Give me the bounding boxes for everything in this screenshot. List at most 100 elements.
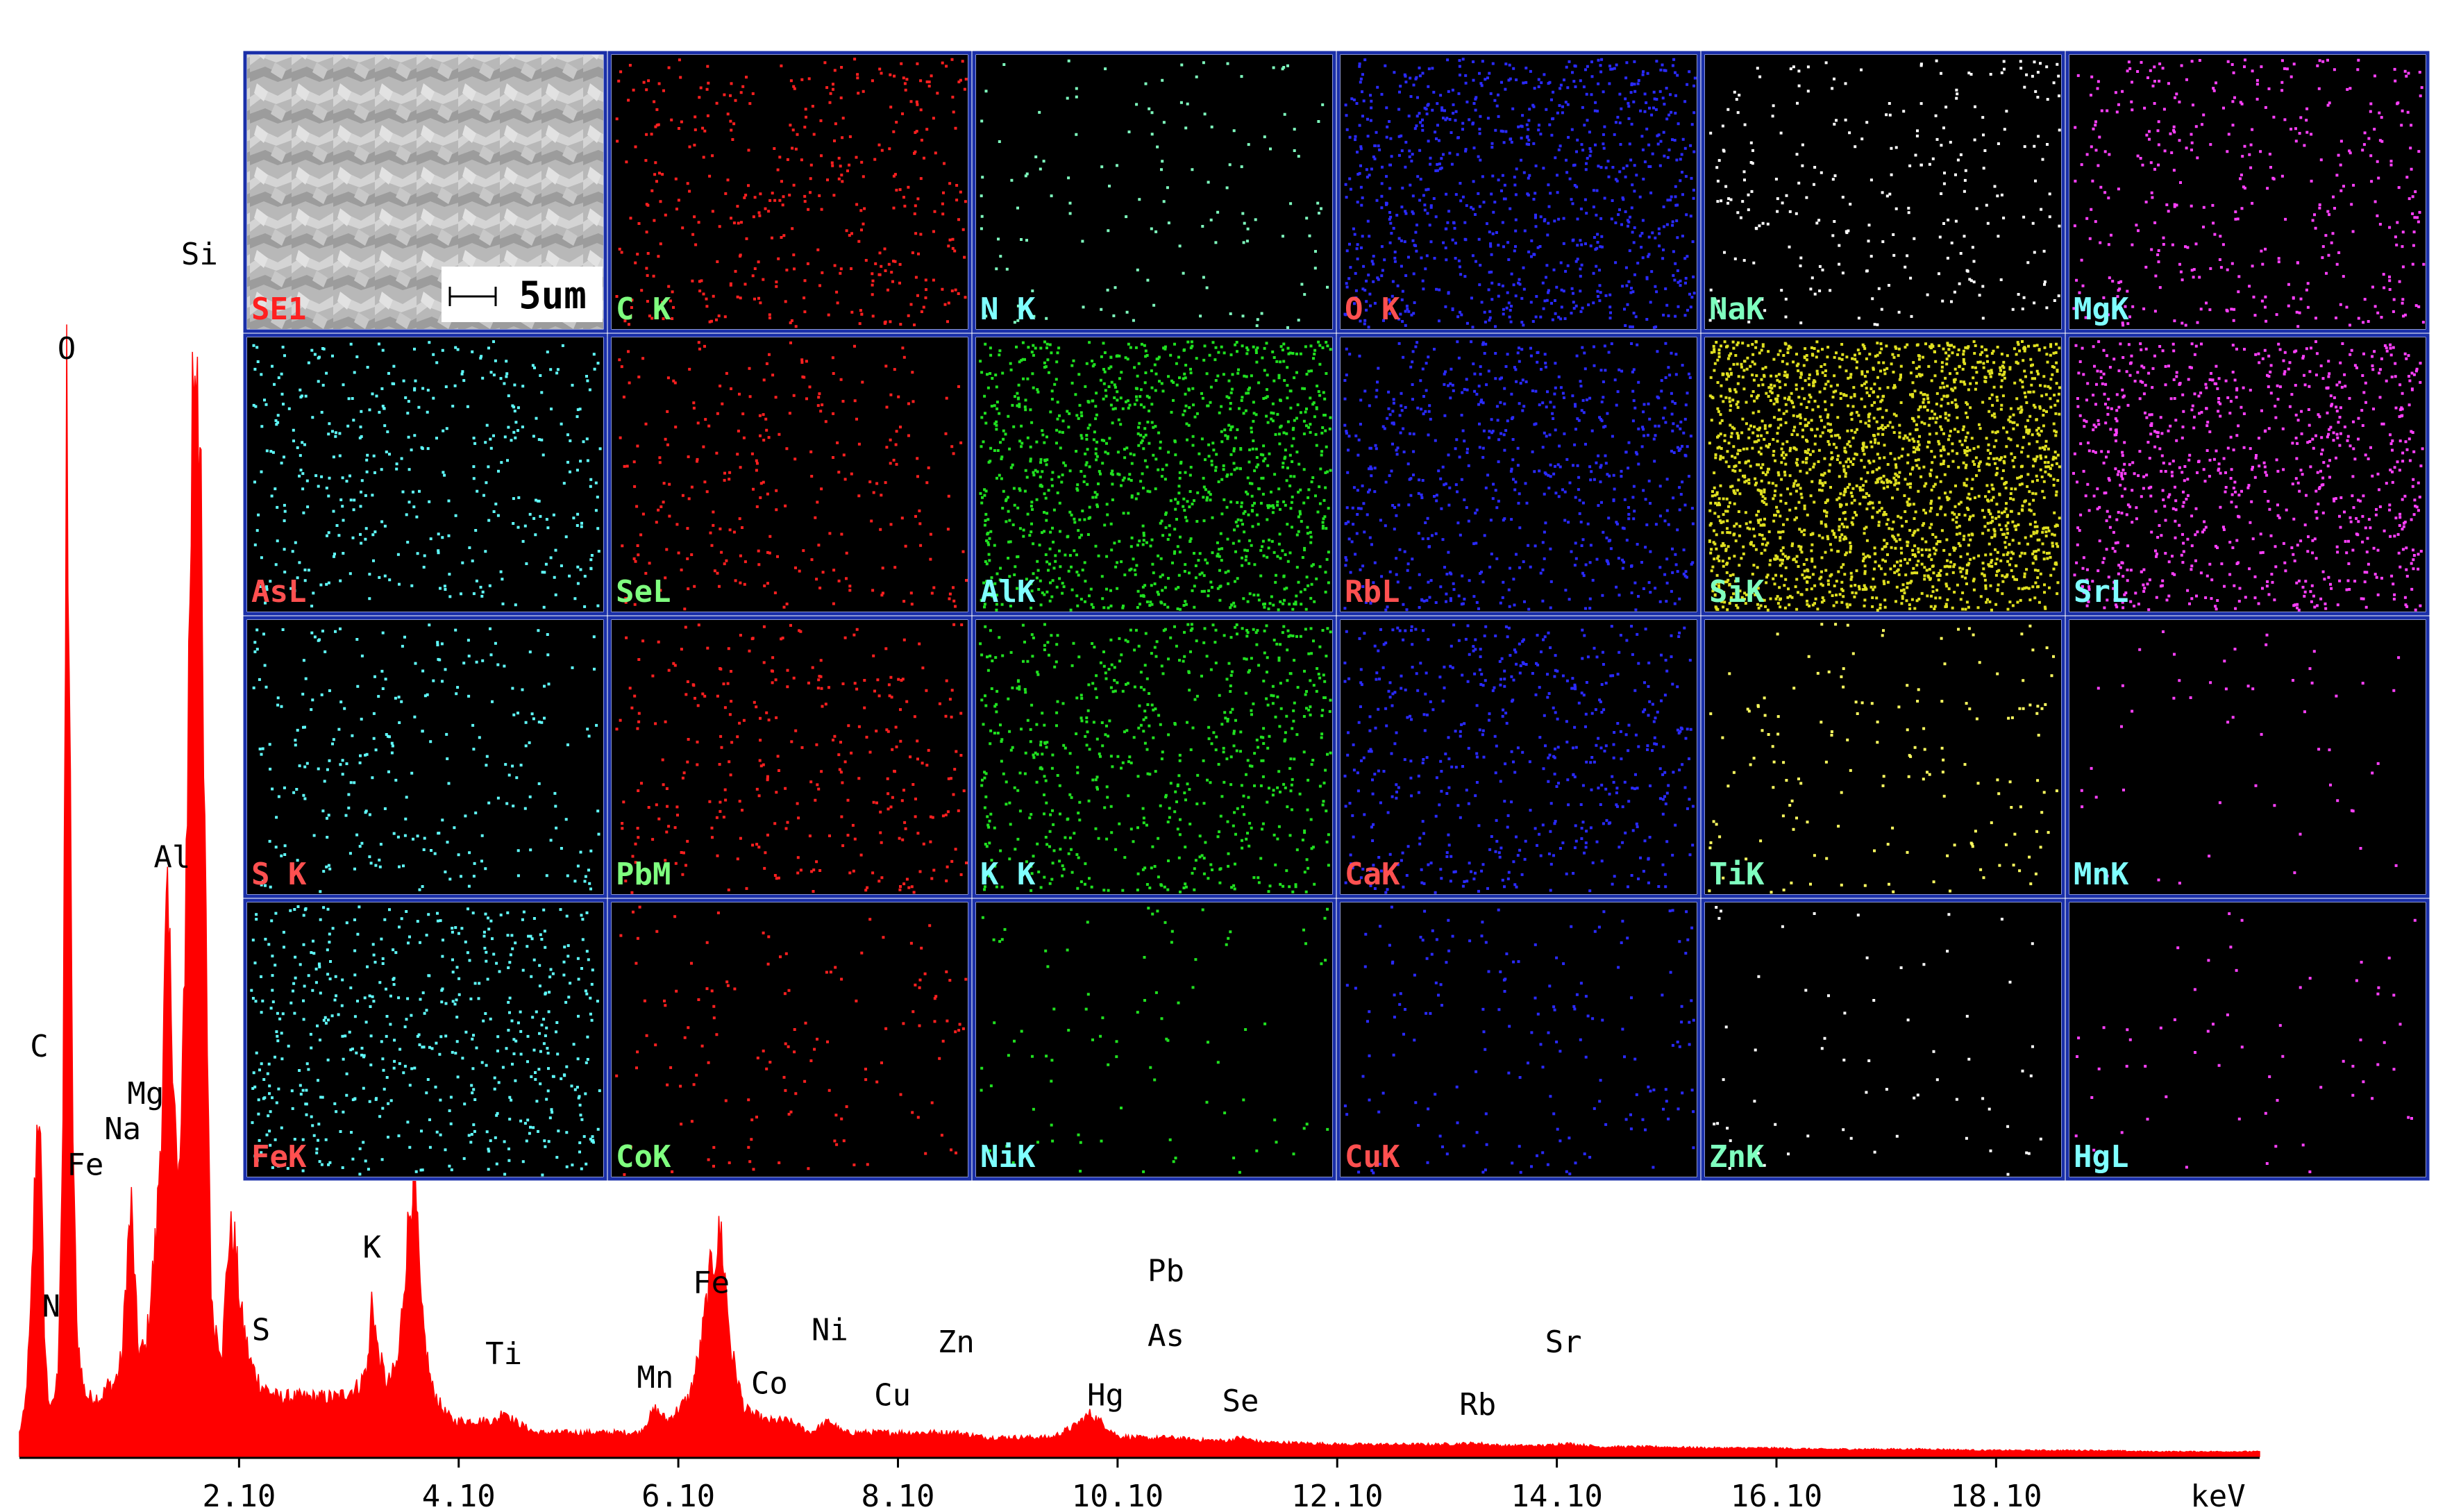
map-tile: K K [972, 616, 1336, 898]
map-tile-border [972, 51, 1336, 333]
map-image [1341, 620, 1697, 894]
map-image [1705, 337, 2061, 612]
peak-label: As [1148, 1318, 1184, 1354]
map-tile-border [243, 616, 607, 898]
map-image [976, 620, 1332, 894]
map-label: FeK [251, 1139, 307, 1175]
map-label: SeL [616, 574, 671, 610]
map-image [976, 337, 1332, 612]
map-dots [618, 341, 968, 611]
map-dots [250, 905, 601, 1177]
map-tile: NaK [1701, 51, 2065, 333]
map-tile-border [243, 333, 607, 616]
map-label: RbL [1345, 574, 1400, 610]
map-tile-border [1336, 333, 1701, 616]
map-tile: 5um SE1 [243, 51, 607, 333]
x-axis-label: keV [2190, 1479, 2245, 1512]
map-tile-border [243, 51, 607, 333]
x-tick-label: 2.10 [202, 1479, 276, 1512]
map-tile-border [607, 51, 972, 333]
peak-label: Zn [938, 1325, 975, 1360]
map-tile: MnK [2065, 616, 2430, 898]
x-tick-label: 6.10 [641, 1479, 715, 1512]
spectrum-series [19, 324, 2260, 1457]
map-dots [1343, 340, 1695, 612]
map-tile-border [2065, 616, 2430, 898]
peak-label: Al [153, 840, 190, 875]
map-label: S K [251, 857, 307, 892]
map-tile: FeK [243, 898, 607, 1181]
map-tile-border [1336, 898, 1701, 1181]
map-tile-border [607, 616, 972, 898]
peak-label: Mg [127, 1076, 164, 1111]
map-tile-border [972, 898, 1336, 1181]
peak-label: Si [181, 237, 218, 272]
map-tile: C K [607, 51, 972, 333]
map-tile-border [1336, 51, 1701, 333]
map-dots [1343, 905, 1695, 1175]
map-label: C K [616, 292, 671, 327]
map-image [612, 337, 968, 612]
map-label: CuK [1345, 1139, 1400, 1175]
peak-label: Na [104, 1111, 141, 1147]
map-tile: PbM [607, 616, 972, 898]
peak-label: Se [1222, 1384, 1259, 1419]
peak-label: Fe [693, 1266, 730, 1301]
maps-background [243, 51, 2430, 1181]
map-label: PbM [616, 857, 671, 892]
map-dots [1343, 623, 1695, 894]
peak-label: Co [751, 1366, 788, 1401]
peak-label: Mn [637, 1360, 673, 1395]
map-image [612, 620, 968, 894]
map-dots [2072, 340, 2424, 612]
peak-label: K [363, 1230, 382, 1266]
map-label: CoK [616, 1139, 671, 1175]
map-tile: AlK [972, 333, 1336, 616]
map-tile: NiK [972, 898, 1336, 1181]
map-image [1341, 55, 1697, 329]
map-label: MgK [2074, 292, 2129, 327]
map-image [976, 902, 1332, 1177]
map-label: NaK [1709, 292, 1765, 327]
map-tile-border [607, 333, 972, 616]
map-dots [1708, 340, 2061, 612]
map-label: HgL [2074, 1139, 2128, 1175]
map-image [247, 337, 603, 612]
map-label: SrL [2074, 574, 2128, 610]
map-image [976, 55, 1332, 329]
map-tile-border [1701, 333, 2065, 616]
map-tile: TiK [1701, 616, 2065, 898]
peak-label: Sr [1545, 1325, 1582, 1360]
map-image [2069, 620, 2426, 894]
map-image [2069, 55, 2426, 329]
map-label: NiK [980, 1139, 1036, 1175]
map-tile: SeL [607, 333, 972, 616]
map-tile-border [972, 333, 1336, 616]
x-tick-label: 14.10 [1511, 1479, 1602, 1512]
map-image [612, 55, 968, 329]
peak-label: C [30, 1029, 49, 1064]
map-tile: MgK [2065, 51, 2430, 333]
map-label: N K [980, 292, 1036, 327]
map-tile: HgL [2065, 898, 2430, 1181]
peak-label: Cu [874, 1377, 911, 1413]
map-tile-border [1336, 616, 1701, 898]
map-image [612, 902, 968, 1177]
map-tile: CaK [1336, 616, 1701, 898]
peak-label: S [252, 1313, 271, 1348]
scale-bar-box [442, 267, 603, 322]
map-tile: RbL [1336, 333, 1701, 616]
map-image [1705, 902, 2061, 1177]
peak-label: Ti [485, 1336, 522, 1372]
peak-label: Hg [1087, 1377, 1124, 1413]
map-tile-border [2065, 333, 2430, 616]
map-tile-border [1701, 898, 2065, 1181]
map-label: K K [980, 857, 1036, 892]
peak-label: Pb [1148, 1254, 1184, 1289]
map-image [1341, 902, 1697, 1177]
map-image [247, 620, 603, 894]
map-label: SiK [1709, 574, 1765, 610]
map-tile: CuK [1336, 898, 1701, 1181]
map-dots [252, 340, 602, 609]
